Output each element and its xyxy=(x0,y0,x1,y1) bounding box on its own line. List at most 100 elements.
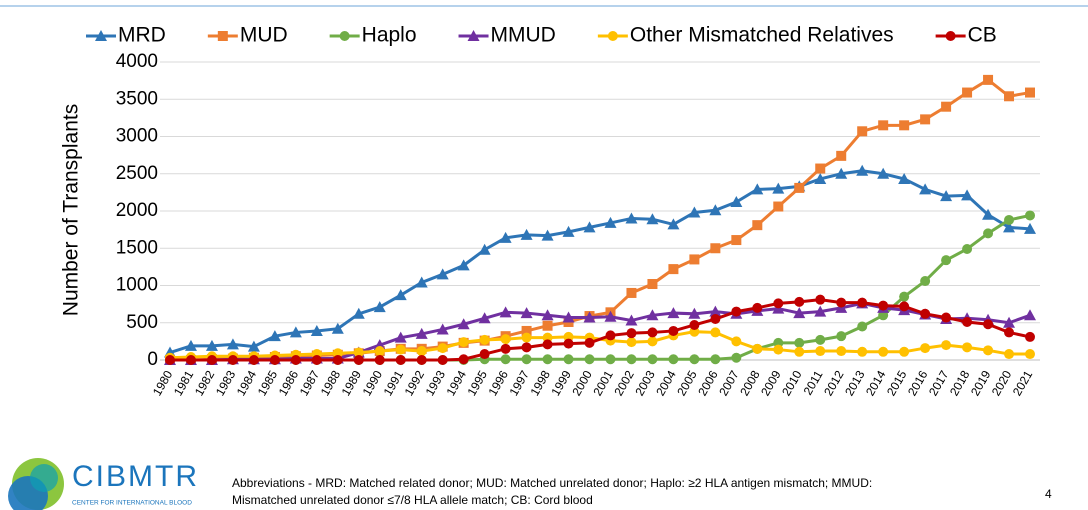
marker xyxy=(920,343,931,354)
x-tick-label: 2017 xyxy=(926,368,952,398)
marker xyxy=(374,355,385,365)
marker xyxy=(416,346,427,357)
marker xyxy=(626,337,637,348)
marker xyxy=(815,334,826,345)
marker xyxy=(332,355,343,365)
marker xyxy=(184,339,197,351)
series xyxy=(164,164,1036,358)
marker xyxy=(521,325,532,336)
marker xyxy=(920,308,931,319)
marker xyxy=(945,31,956,41)
legend-label: CB xyxy=(968,24,997,47)
legend-label: MMUD xyxy=(491,24,556,47)
x-tick-label: 2007 xyxy=(716,368,742,398)
marker xyxy=(836,331,847,342)
x-tick-label: 1991 xyxy=(381,368,407,398)
y-tick-label: 1000 xyxy=(116,275,158,296)
marker xyxy=(647,279,658,290)
marker xyxy=(878,346,889,357)
legend-label: Haplo xyxy=(362,24,417,47)
marker xyxy=(227,355,238,365)
marker xyxy=(268,330,281,342)
marker xyxy=(731,306,742,317)
marker xyxy=(607,31,618,41)
marker xyxy=(604,310,617,322)
x-tick-label: 1987 xyxy=(297,368,323,398)
marker xyxy=(311,355,322,365)
marker xyxy=(625,314,638,326)
x-tick-label: 2003 xyxy=(632,368,658,398)
marker xyxy=(479,334,490,345)
x-tick-label: 1981 xyxy=(171,368,197,398)
marker xyxy=(962,317,973,328)
marker xyxy=(352,307,365,319)
y-tick-label: 2500 xyxy=(116,163,158,184)
marker xyxy=(478,312,491,324)
marker xyxy=(500,343,511,354)
x-tick-label: 1999 xyxy=(548,368,574,398)
x-tick-label: 1988 xyxy=(318,368,344,398)
marker xyxy=(217,31,228,41)
y-tick-label: 3000 xyxy=(116,126,158,147)
marker xyxy=(165,355,175,365)
x-tick-label: 2019 xyxy=(968,368,994,398)
marker xyxy=(878,120,889,131)
marker xyxy=(339,31,350,41)
x-tick-label: 1993 xyxy=(423,368,449,398)
marker xyxy=(857,297,868,308)
logo-name: CIBMTR xyxy=(72,460,199,493)
y-tick-label: 0 xyxy=(147,349,158,370)
series xyxy=(165,74,1035,365)
marker xyxy=(709,204,722,216)
marker xyxy=(667,218,680,230)
x-tick-label: 2016 xyxy=(905,368,931,398)
legend-label: MRD xyxy=(118,24,166,47)
marker xyxy=(395,344,406,355)
marker xyxy=(689,254,700,265)
marker xyxy=(226,338,239,350)
x-tick-label: 1998 xyxy=(527,368,553,398)
marker xyxy=(983,74,994,85)
marker xyxy=(95,30,107,41)
marker xyxy=(857,126,868,137)
marker xyxy=(773,344,784,355)
marker xyxy=(563,354,574,365)
footnote: Abbreviations - MRD: Matched related don… xyxy=(232,476,872,490)
marker xyxy=(626,328,637,339)
marker xyxy=(290,355,301,365)
marker xyxy=(541,309,554,321)
x-tick-label: 2011 xyxy=(801,368,826,398)
marker xyxy=(835,167,848,179)
marker xyxy=(688,206,701,218)
marker xyxy=(752,343,763,354)
marker xyxy=(814,305,827,317)
marker xyxy=(584,354,595,365)
marker xyxy=(752,220,763,231)
marker xyxy=(605,330,616,341)
x-tick-label: 1989 xyxy=(339,368,365,398)
marker xyxy=(668,354,679,365)
marker xyxy=(1004,214,1015,225)
marker xyxy=(794,337,805,348)
marker xyxy=(751,183,764,195)
x-tick-label: 1986 xyxy=(276,368,302,398)
marker xyxy=(836,297,847,308)
marker xyxy=(794,182,805,193)
marker xyxy=(520,228,533,240)
marker xyxy=(415,327,428,339)
marker xyxy=(436,268,449,280)
x-tick-label: 1994 xyxy=(444,368,470,398)
marker xyxy=(458,337,469,348)
marker xyxy=(1003,221,1016,233)
marker xyxy=(920,276,931,287)
x-tick-label: 2021 xyxy=(1010,368,1036,398)
marker xyxy=(983,345,994,356)
marker xyxy=(583,221,596,233)
marker xyxy=(941,312,952,323)
marker xyxy=(626,354,637,365)
marker xyxy=(962,342,973,353)
marker xyxy=(1025,210,1035,221)
marker xyxy=(856,164,869,176)
marker xyxy=(415,276,428,288)
x-tick-label: 2013 xyxy=(842,368,868,398)
